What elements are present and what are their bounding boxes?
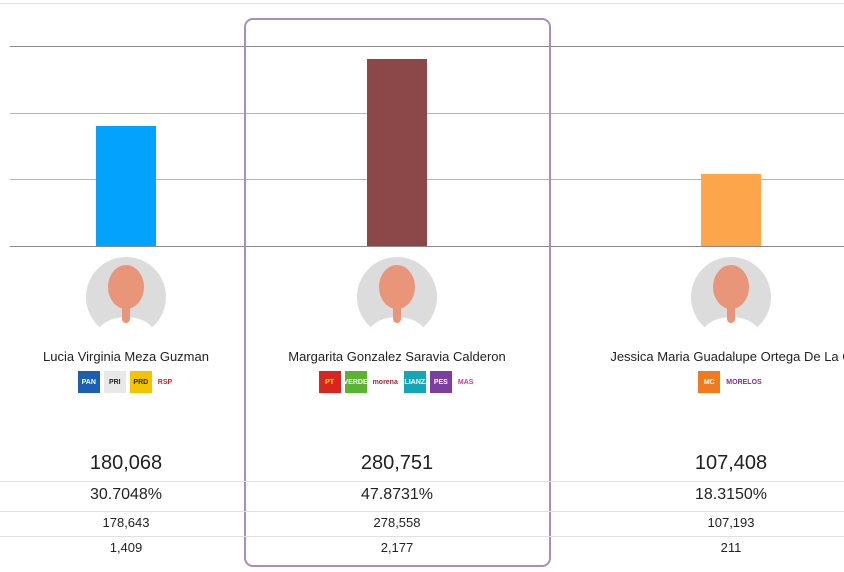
bar-candidate-1[interactable] — [96, 125, 156, 246]
party-logo-verde-icon: VERDE — [344, 371, 367, 393]
candidate-avatar-icon — [691, 257, 771, 337]
party-logo-alianza-icon: ALIANZA — [403, 371, 426, 393]
party-logo-pri-icon: PRI — [103, 371, 126, 393]
votes-detail: 107,193 — [707, 515, 755, 530]
party-logos: PAN PRI PRD RSP — [0, 370, 276, 394]
row-divider — [0, 536, 844, 537]
candidate-avatar-icon — [86, 257, 166, 337]
party-logo-pan-icon: PAN — [77, 371, 100, 393]
votes-detail: 278,558 — [373, 515, 421, 530]
party-logo-pes-icon: PES — [429, 371, 452, 393]
party-logo-mc-icon: MC — [698, 371, 721, 393]
candidate-name: Jessica Maria Guadalupe Ortega De La C — [610, 349, 844, 364]
candidate-name: Lucia Virginia Meza Guzman — [43, 349, 209, 364]
votes-detail: 178,643 — [102, 515, 150, 530]
gridline — [10, 113, 844, 114]
party-logo-rsp-icon: RSP — [155, 371, 175, 393]
vote-percentage: 18.3150% — [694, 486, 768, 503]
top-divider — [0, 3, 844, 4]
votes-secondary: 211 — [720, 540, 742, 555]
vote-percentage: 30.7048% — [89, 486, 163, 503]
row-divider — [0, 481, 844, 482]
party-logos: MC MORELOS — [581, 370, 844, 394]
party-logo-pt-icon: PT — [318, 371, 341, 393]
gridline — [10, 179, 844, 180]
total-votes: 107,408 — [694, 452, 768, 474]
votes-secondary: 2,177 — [380, 540, 414, 555]
bar-candidate-3[interactable] — [701, 174, 761, 246]
party-logo-prd-icon: PRD — [129, 371, 152, 393]
candidate-avatar-icon — [357, 257, 437, 337]
candidate-name: Margarita Gonzalez Saravia Calderon — [288, 349, 506, 364]
party-logo-morena-icon: morena — [370, 371, 400, 393]
gridline — [10, 246, 844, 247]
votes-secondary: 1,409 — [109, 540, 143, 555]
total-votes: 280,751 — [360, 452, 434, 474]
row-divider — [0, 511, 844, 512]
gridline — [10, 46, 844, 47]
bar-candidate-2[interactable] — [367, 58, 427, 246]
party-logos: PTVERDEmorenaALIANZAPESMAS — [247, 370, 547, 394]
party-logo-mas-icon: MAS — [455, 371, 476, 393]
vote-percentage: 47.8731% — [360, 486, 434, 503]
total-votes: 180,068 — [89, 452, 163, 474]
party-logo-morelos-icon: MORELOS — [724, 371, 764, 393]
